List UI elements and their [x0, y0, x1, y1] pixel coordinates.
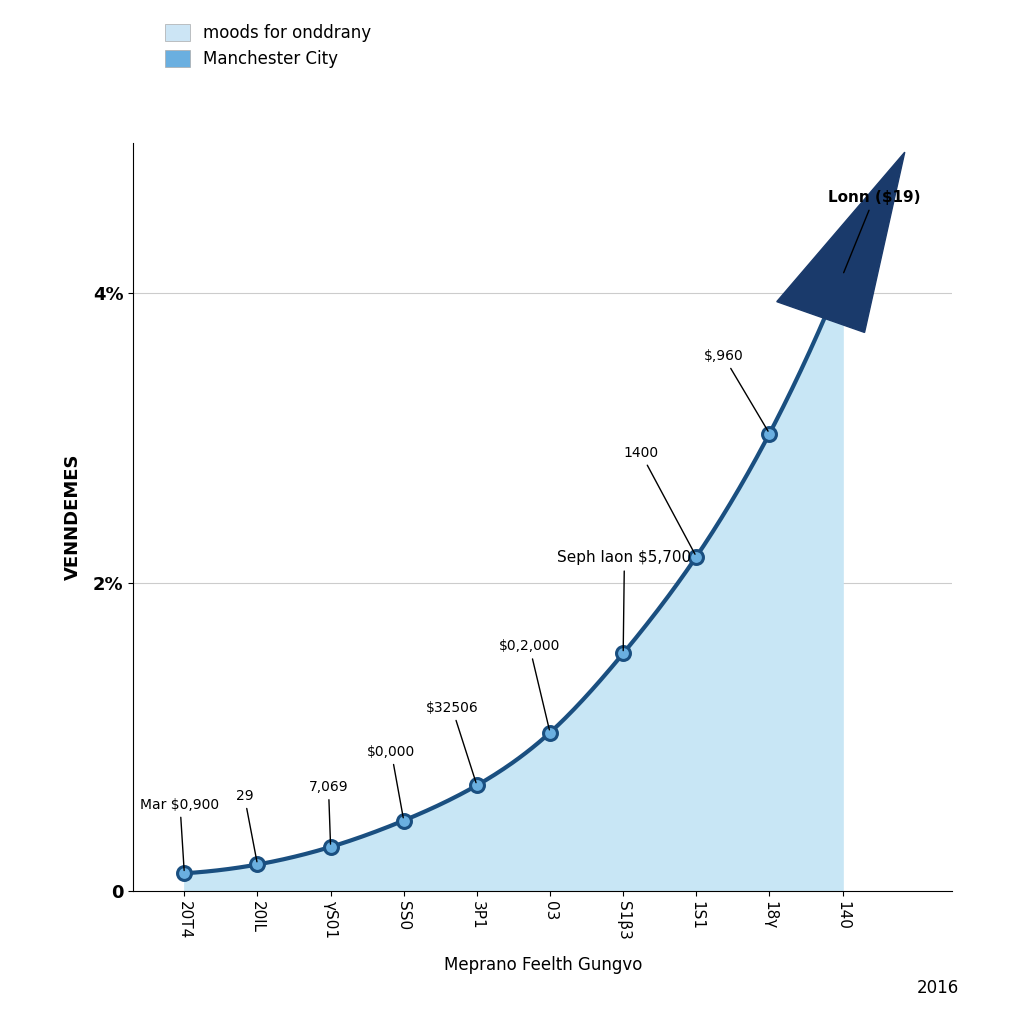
Text: $32506: $32506 — [426, 701, 478, 782]
Text: 2016: 2016 — [916, 979, 958, 996]
Text: $0,2,000: $0,2,000 — [499, 639, 560, 730]
Y-axis label: VENNDEMES: VENNDEMES — [63, 454, 82, 581]
Text: Mar $0,900: Mar $0,900 — [140, 798, 219, 870]
Text: Lonn ($19): Lonn ($19) — [828, 189, 921, 272]
Point — [323, 839, 339, 855]
Legend: moods for onddrany, Manchester City: moods for onddrany, Manchester City — [158, 17, 378, 75]
Text: Seph laon $5,700: Seph laon $5,700 — [557, 551, 691, 650]
Point — [249, 856, 265, 872]
Text: 7,069: 7,069 — [308, 780, 348, 844]
Point — [395, 812, 412, 828]
Point — [835, 267, 851, 284]
Point — [469, 777, 485, 794]
Point — [761, 425, 777, 441]
Point — [688, 549, 705, 565]
Point — [615, 645, 632, 662]
Text: $0,000: $0,000 — [368, 745, 416, 818]
Text: 29: 29 — [236, 788, 257, 862]
X-axis label: Meprano Feelth Gungvo: Meprano Feelth Gungvo — [443, 956, 642, 974]
Text: A'MBLΙ LIEANYG A × NOW MARTH REST/Δ MOƆ: A'MBLΙ LIEANYG A × NOW MARTH REST/Δ MOƆ — [76, 35, 948, 68]
Point — [176, 865, 193, 882]
Polygon shape — [777, 153, 905, 333]
Text: $,960: $,960 — [703, 349, 768, 431]
Point — [542, 724, 558, 740]
Text: 1400: 1400 — [624, 446, 695, 554]
